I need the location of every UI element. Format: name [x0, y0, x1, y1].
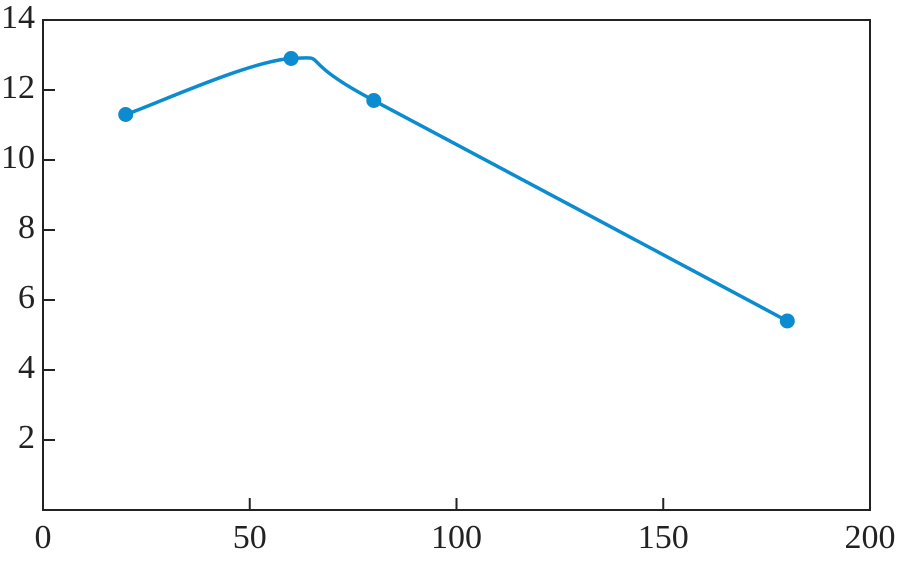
y-tick-label: 8: [18, 209, 35, 246]
y-tick-label: 4: [18, 349, 35, 386]
plot-frame: [42, 19, 871, 511]
y-tick-label: 10: [1, 139, 35, 176]
y-tick-label: 14: [1, 0, 35, 36]
data-point: [779, 313, 795, 329]
data-point: [118, 107, 134, 122]
y-tick-label: 2: [18, 419, 35, 456]
data-line: [125, 56, 789, 323]
x-tick-label: 100: [431, 519, 482, 556]
x-tick-label: 50: [233, 519, 267, 556]
data-point: [283, 51, 299, 66]
x-tick-label: 150: [638, 519, 689, 556]
data-point: [366, 93, 382, 108]
y-tick-label: 6: [18, 279, 35, 316]
x-tick-label: 0: [35, 519, 52, 556]
y-tick-label: 12: [1, 69, 35, 106]
x-tick-label: 200: [845, 519, 896, 556]
